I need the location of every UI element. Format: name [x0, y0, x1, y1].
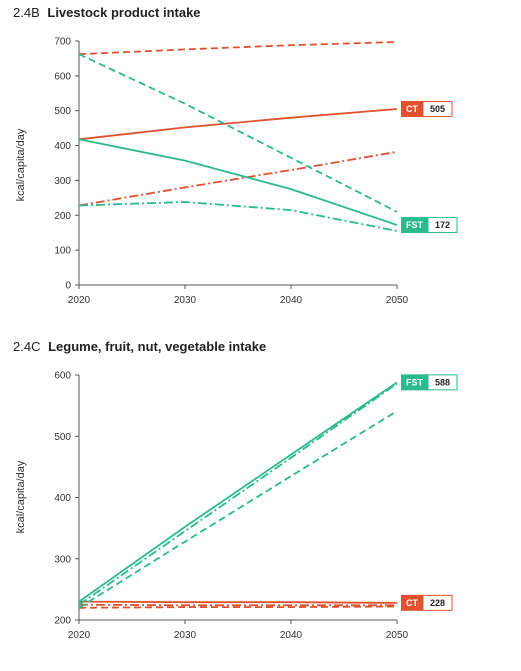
end-label-tag-box: [401, 374, 428, 391]
series-group: [78, 381, 398, 609]
end-label-tag: CT: [406, 598, 418, 608]
chart-code: 2.4C: [13, 339, 40, 354]
x-tick-label: 2020: [68, 630, 91, 641]
y-tick-label: 500: [54, 432, 71, 443]
y-tick-label: 300: [54, 176, 71, 187]
end-label-tag: CT: [406, 104, 418, 114]
series-line-fst-solid: [78, 138, 398, 226]
chart-panel-plant-foods: 2.4C Legume, fruit, nut, vegetable intak…: [13, 339, 458, 642]
y-tick-label: 200: [54, 211, 71, 222]
end-label-value: 228: [430, 598, 445, 608]
end-labels: FST 588 CT 228: [401, 374, 458, 611]
axes: 0 100 200 300 400 500 600 700 2020 2030 2040 2050: [54, 37, 408, 307]
end-label-tag-box: [401, 594, 423, 611]
y-axis-label: kcal/capita/day: [15, 128, 27, 201]
y-tick-label: 0: [65, 281, 71, 292]
y-tick-label: 600: [54, 71, 71, 82]
x-tick-label: 2050: [386, 295, 409, 306]
end-label-tag-box: [401, 100, 423, 117]
series-line-fst-dashed: [78, 53, 398, 213]
end-labels: CT 505 FST 172: [401, 100, 458, 234]
x-tick-label: 2040: [280, 630, 303, 641]
end-label-value-box: [422, 594, 453, 611]
y-tick-label: 700: [54, 37, 71, 48]
end-label-tag-box: [401, 217, 428, 234]
x-tick-label: 2050: [386, 630, 409, 641]
end-label-value: 588: [435, 378, 450, 388]
series-line-fst-dashdot: [78, 201, 398, 232]
end-label-value: 505: [430, 104, 445, 114]
series-line-ct-dashed: [78, 41, 398, 56]
y-tick-label: 300: [54, 554, 71, 565]
end-label-fst: FST 588: [401, 374, 458, 391]
series-line-ct-dashdot: [78, 150, 398, 207]
x-tick-label: 2030: [174, 295, 197, 306]
end-label-ct: CT 505: [401, 100, 453, 117]
series-line-ct-solid: [78, 108, 398, 141]
y-tick-label: 200: [54, 616, 71, 627]
end-label-value: 172: [435, 220, 450, 230]
x-tick-label: 2040: [280, 295, 303, 306]
end-label-value-box: [427, 374, 458, 391]
chart-title: 2.4B Livestock product intake: [13, 5, 201, 20]
y-tick-label: 100: [54, 246, 71, 257]
y-tick-label: 600: [54, 371, 71, 382]
chart-title-text: Livestock product intake: [47, 5, 200, 20]
x-tick-label: 2020: [68, 295, 91, 306]
series-line-fst-dashed: [78, 410, 398, 609]
end-label-tag: FST: [406, 220, 424, 230]
y-tick-label: 400: [54, 141, 71, 152]
series-group: [78, 41, 398, 232]
axes: 200 300 400 500 600 2020 2030 2040 2050: [54, 371, 408, 642]
end-label-ct: CT 228: [401, 594, 453, 611]
series-line-fst-solid: [78, 381, 398, 603]
end-label-value-box: [427, 217, 458, 234]
chart-code: 2.4B: [13, 5, 40, 20]
series-line-fst-dashdot: [78, 382, 398, 606]
series-line-ct-solid: [78, 600, 398, 604]
end-label-fst: FST 172: [401, 217, 458, 234]
x-tick-label: 2030: [174, 630, 197, 641]
chart-title: 2.4C Legume, fruit, nut, vegetable intak…: [13, 339, 266, 354]
series-line-ct-dashdot: [78, 603, 397, 607]
chart-panel-livestock: 2.4B Livestock product intake kcal/capit…: [13, 5, 458, 307]
y-axis-label: kcal/capita/day: [15, 460, 27, 533]
series-line-ct-dashed: [78, 605, 398, 609]
end-label-tag: FST: [406, 378, 424, 388]
chart-title-text: Legume, fruit, nut, vegetable intake: [48, 339, 266, 354]
end-label-value-box: [422, 100, 453, 117]
y-tick-label: 500: [54, 106, 71, 117]
y-tick-label: 400: [54, 493, 71, 504]
